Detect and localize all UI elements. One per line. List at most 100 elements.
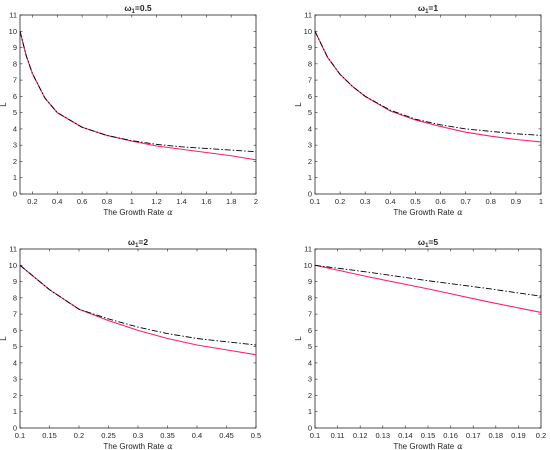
x-tick-label: 0.45: [219, 431, 234, 440]
x-tick-label: 0.5: [410, 197, 420, 206]
x-tick-label: 0.9: [511, 197, 521, 206]
x-tick-label: 0.35: [160, 431, 175, 440]
x-tick-label: 0.25: [101, 431, 116, 440]
y-tick-label: 11: [304, 11, 312, 20]
y-axis-label: L: [294, 102, 303, 107]
y-tick-label: 10: [9, 261, 17, 270]
x-tick-label: 0.18: [488, 431, 503, 440]
y-tick-label: 4: [13, 358, 17, 367]
y-tick-label: 3: [308, 375, 312, 384]
x-tick-label: 0.2: [335, 197, 345, 206]
x-tick-label: 0.3: [133, 431, 143, 440]
y-tick-label: 0: [13, 424, 17, 433]
x-tick-label: 1.2: [151, 197, 161, 206]
y-tick-label: 2: [13, 157, 17, 166]
y-tick-label: 4: [308, 124, 312, 133]
y-tick-label: 0: [13, 190, 17, 199]
y-tick-label: 9: [308, 277, 312, 286]
subplot-2: 0.1 0.2 0.3 0.4 0.5 0.6 0.7 0.8 0.9 1012345678910…: [294, 3, 543, 217]
chart-title: ω1=1: [418, 3, 438, 15]
x-tick-label: 0.6: [77, 197, 87, 206]
x-tick-label: 0.4: [52, 197, 62, 206]
series-line-black-dashdot: [314, 264, 542, 297]
x-tick-label: 0.17: [466, 431, 481, 440]
x-tick-label: 0.15: [42, 431, 57, 440]
y-tick-label: 8: [308, 59, 312, 68]
series-line-pink-solid: [314, 264, 542, 313]
y-tick-label: 5: [308, 108, 312, 117]
x-axis-label-text: The Growth Rate: [393, 442, 454, 450]
x-tick-label: 1.4: [176, 197, 186, 206]
x-tick-label: 0.7: [460, 197, 470, 206]
x-tick-label: 0.2: [27, 197, 37, 206]
x-tick-label: 0.19: [511, 431, 526, 440]
series-line-black-dashdot: [19, 31, 257, 153]
title-subscript: 1: [132, 9, 136, 15]
x-tick-label: 0.5: [251, 431, 261, 440]
y-tick-label: 4: [308, 358, 312, 367]
y-tick-label: 8: [308, 293, 312, 302]
title-subscript: 1: [135, 243, 139, 249]
x-tick-label: 0.6: [435, 197, 445, 206]
x-tick-label: 0.1: [15, 431, 25, 440]
y-tick-label: 0: [308, 424, 312, 433]
y-tick-label: 3: [13, 141, 17, 150]
y-tick-label: 9: [308, 43, 312, 52]
x-axis-label: The Growth Rate α: [393, 208, 463, 217]
chart-title: ω1=5: [418, 237, 438, 249]
y-tick-label: 2: [308, 391, 312, 400]
x-axis-label-text: The Growth Rate: [393, 208, 454, 217]
x-axis-label-symbol: α: [167, 442, 173, 450]
x-tick-label: 1.6: [201, 197, 211, 206]
x-tick-label: 0.11: [331, 431, 345, 440]
title-omega: ω: [128, 237, 135, 247]
y-tick-label: 6: [13, 326, 17, 335]
subplot-1: 0.2 0.4 0.6 0.8 1 1.2 1.4 1.6 1.8 201234567891011…: [0, 3, 258, 217]
series-line-pink-solid: [19, 31, 257, 161]
y-tick-label: 7: [13, 310, 17, 319]
subplot-4: 0.1 0.11 0.12 0.13 0.14 0.15 0.16 0.17 0.18 0.19 0…: [294, 237, 546, 450]
x-axis-label-text: The Growth Rate: [103, 442, 164, 450]
series-line-black-dashdot: [314, 31, 542, 136]
title-omega: ω: [124, 3, 131, 13]
x-tick-label: 1: [539, 197, 543, 206]
subplot-3: 0.1 0.15 0.2 0.25 0.3 0.35 0.4 0.45 0.5 0 1 2 3 4 5 6 7 8…: [0, 237, 261, 450]
x-tick-label: 0.8: [486, 197, 496, 206]
x-tick-label: 0.15: [421, 431, 436, 440]
x-tick-label: 0.1: [310, 431, 320, 440]
y-tick-label: 3: [13, 375, 17, 384]
x-tick-label: 1.8: [226, 197, 236, 206]
x-tick-label: 0.4: [192, 431, 202, 440]
title-subscript: 1: [425, 243, 429, 249]
plot-area: [314, 14, 542, 195]
y-tick-label: 9: [13, 43, 17, 52]
x-tick-label: 0.12: [353, 431, 368, 440]
y-tick-label: 8: [13, 293, 17, 302]
y-tick-label: 11: [9, 11, 17, 20]
y-tick-label: 7: [308, 76, 312, 85]
x-axis-label-symbol: α: [457, 208, 463, 217]
y-tick-label: 2: [308, 157, 312, 166]
y-tick-label: 5: [13, 108, 17, 117]
plot-area: [314, 248, 542, 429]
title-value: =0.5: [135, 3, 152, 13]
title-omega: ω: [418, 237, 425, 247]
y-axis-label: L: [294, 336, 303, 341]
y-tick-label: 7: [13, 76, 17, 85]
y-tick-label: 8: [13, 59, 17, 68]
y-tick-label: 3: [308, 141, 312, 150]
x-axis-label: The Growth Rate α: [103, 442, 173, 450]
x-axis-label-symbol: α: [167, 208, 173, 217]
plot-area: [19, 248, 257, 429]
x-tick-label: 0.13: [375, 431, 390, 440]
y-tick-label: 10: [304, 261, 312, 270]
x-axis-label-symbol: α: [457, 442, 463, 450]
y-tick-label: 1: [308, 173, 312, 182]
y-tick-label: 5: [13, 342, 17, 351]
y-tick-label: 1: [13, 173, 17, 182]
y-tick-label: 1: [308, 407, 312, 416]
x-tick-label: 2: [254, 197, 258, 206]
chart-title: ω1=2: [128, 237, 148, 249]
y-tick-label: 2: [13, 391, 17, 400]
